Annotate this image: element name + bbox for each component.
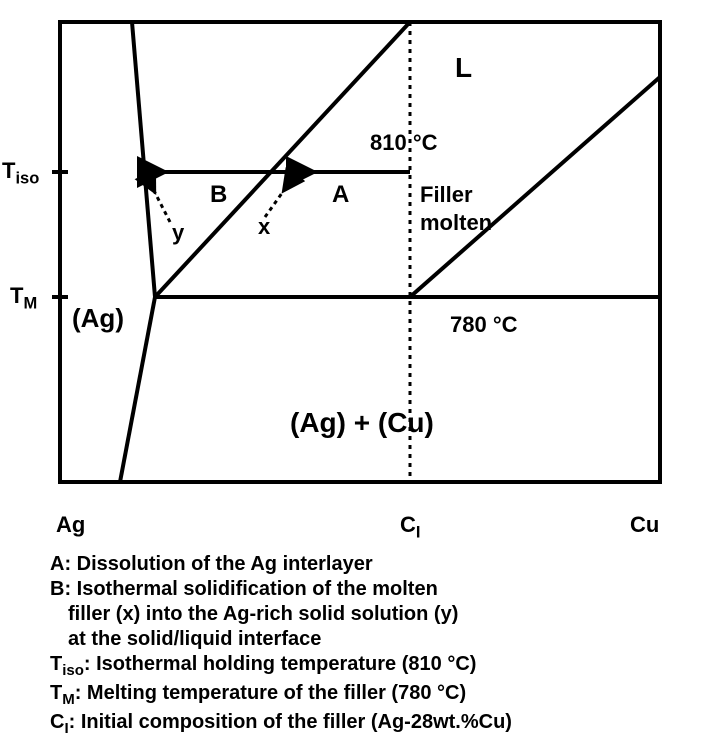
label-AgCu: (Ag) + (Cu) [290,407,434,438]
label-Ag-phase: (Ag) [72,303,124,333]
label-y: y [172,220,185,245]
label-x: x [258,214,271,239]
phase-diagram-svg: L 810 °C A Bx y Filler molten (Ag) 780 °C (Ag) + … [50,20,690,490]
xaxis-labels: Ag CI Cu [50,510,690,540]
label-L: L [455,52,472,83]
xaxis-label-ci: CI [400,512,420,542]
yaxis-label-tiso: Tiso [2,158,39,188]
phase-diagram: Tiso TM [50,20,690,510]
legend-line-A: A: Dissolution of the Ag interlayer [50,552,690,577]
legend-line-B3: at the solid/liquid interface [50,627,690,652]
xaxis-label-cu: Cu [630,512,659,538]
label-filler2: molten [420,210,492,235]
legend-line-B1: B: Isothermal solidification of the molt… [50,577,690,602]
legend-line-Ci: CI: Initial composition of the filler (A… [50,710,690,739]
label-filler1: Filler [420,182,473,207]
xaxis-label-ag: Ag [56,512,85,538]
plot-area: L 810 °C A Bx y Filler molten (Ag) 780 °C (Ag) + … [52,22,660,482]
legend-line-Tm: TM: Melting temperature of the filler (7… [50,681,690,710]
yaxis-label-tm: TM [10,283,37,313]
legend: A: Dissolution of the Ag interlayerB: Is… [50,552,690,738]
legend-line-Tiso: Tiso: Isothermal holding temperature (81… [50,652,690,681]
label-A: A [332,181,349,208]
legend-line-B2: filler (x) into the Ag-rich solid soluti… [50,602,690,627]
label-B: B [210,181,227,208]
label-810C: 810 °C [370,130,438,155]
label-780C: 780 °C [450,312,518,337]
